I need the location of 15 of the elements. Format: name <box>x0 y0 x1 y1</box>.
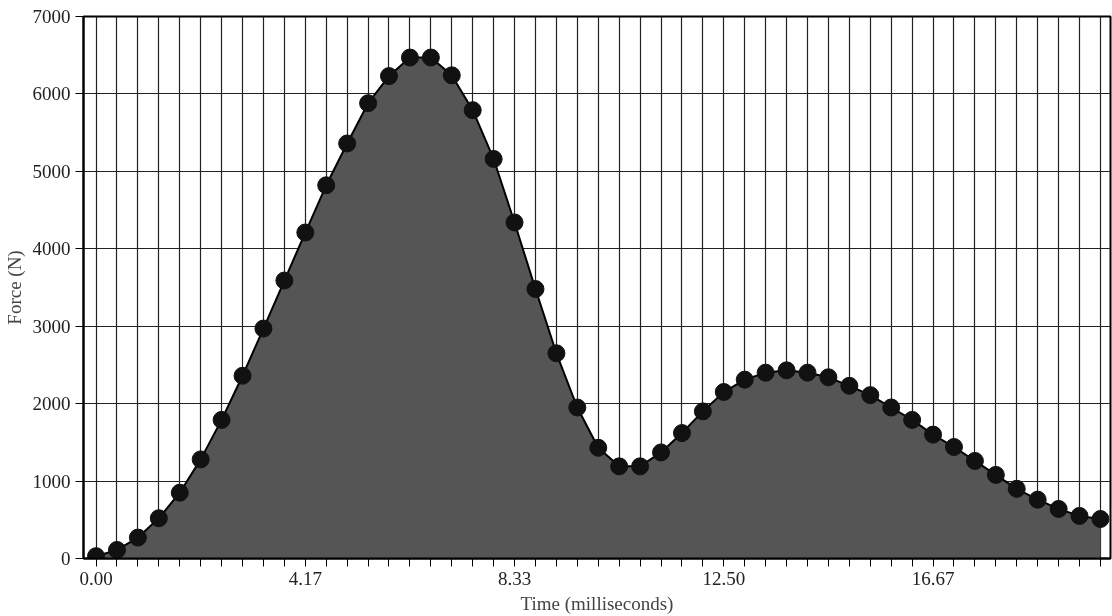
y-tick-label: 1000 <box>32 470 71 492</box>
x-tick-label: 4.17 <box>288 567 322 589</box>
y-tick-label: 7000 <box>32 6 71 27</box>
y-tick-label: 0 <box>61 548 71 569</box>
y-tick-label: 4000 <box>32 238 71 260</box>
y-tick-label: 2000 <box>32 393 71 415</box>
y-tick-label: 5000 <box>32 160 71 182</box>
y-axis-title: Force (N) <box>3 250 26 325</box>
x-axis-title: Time (milliseconds) <box>520 592 674 615</box>
x-tick-label: 16.67 <box>911 567 955 589</box>
x-tick-label: 8.33 <box>497 567 532 589</box>
x-tick-label: 12.50 <box>702 567 746 589</box>
y-tick-label: 3000 <box>32 315 71 337</box>
y-tick-label: 6000 <box>32 83 71 105</box>
x-tick-label: 0.00 <box>79 567 113 589</box>
